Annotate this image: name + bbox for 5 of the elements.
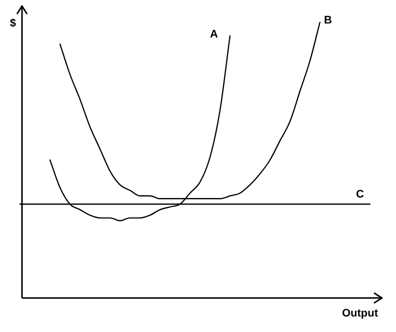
x-axis-title: Output: [342, 308, 378, 320]
series-label: C: [356, 188, 364, 201]
series-label: A: [210, 28, 218, 40]
series-label: B: [324, 14, 332, 27]
y-axis-title: $: [10, 18, 16, 30]
